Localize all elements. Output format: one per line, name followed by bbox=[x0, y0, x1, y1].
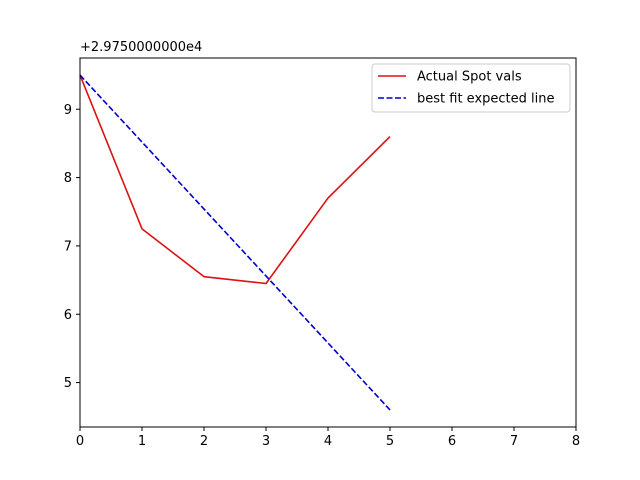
x-tick-label: 1 bbox=[138, 434, 146, 449]
legend-label-1: Actual Spot vals bbox=[417, 70, 522, 85]
series-line-2 bbox=[79, 74, 391, 411]
y-tick-label: 8 bbox=[64, 171, 72, 186]
axes-frame bbox=[79, 57, 577, 428]
legend: Actual Spot vals best fit expected line bbox=[371, 63, 571, 113]
plot-layer bbox=[79, 74, 391, 411]
ticks-layer: 0 1 2 3 4 5 6 7 8 5 6 7 8 9 bbox=[64, 103, 580, 449]
legend-box bbox=[371, 63, 571, 113]
x-tick-label: 3 bbox=[262, 434, 270, 449]
x-tick-label: 5 bbox=[386, 434, 394, 449]
legend-label-2: best fit expected line bbox=[417, 92, 554, 107]
y-offset-label: +2.9750000000e4 bbox=[80, 40, 202, 55]
y-tick-label: 9 bbox=[64, 103, 72, 118]
x-tick-label: 7 bbox=[510, 434, 518, 449]
x-tick-label: 4 bbox=[324, 434, 332, 449]
x-tick-label: 8 bbox=[572, 434, 580, 449]
y-tick-label: 7 bbox=[64, 239, 72, 254]
series-line-1 bbox=[79, 74, 391, 285]
x-tick-label: 0 bbox=[76, 434, 84, 449]
x-tick-label: 2 bbox=[200, 434, 208, 449]
y-tick-label: 5 bbox=[64, 376, 72, 391]
y-tick-label: 6 bbox=[64, 308, 72, 323]
x-tick-label: 6 bbox=[448, 434, 456, 449]
